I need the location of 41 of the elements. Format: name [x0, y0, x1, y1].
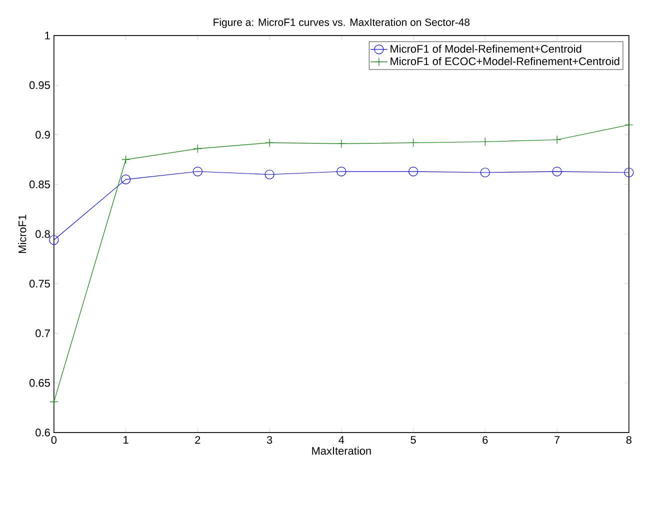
y-tick-label: 0.8 [36, 230, 50, 238]
y-axis-title: MicroF1 [18, 214, 26, 253]
x-tick-label: 4 [338, 436, 344, 444]
y-tick-label: 0.85 [29, 180, 50, 188]
x-tick-label: 0 [51, 436, 57, 444]
point [408, 138, 418, 148]
point [193, 144, 202, 153]
point [552, 166, 562, 176]
point [120, 174, 131, 184]
point [480, 137, 490, 146]
point [50, 397, 58, 406]
x-tick-label: 1 [124, 436, 128, 444]
x-tick-label: 2 [195, 436, 200, 444]
point [49, 235, 59, 245]
y-tick-label: 0.75 [29, 280, 50, 288]
point [552, 135, 562, 144]
point [624, 168, 634, 178]
legend-label: MicroF1 of Model-Refinement+Centroid [390, 44, 582, 53]
y-tick-label: 0.9 [36, 130, 50, 139]
point [624, 120, 634, 130]
point [192, 166, 202, 176]
point [336, 166, 346, 176]
y-tick-label: 0.65 [29, 379, 50, 387]
x-tick-label: 7 [554, 436, 560, 444]
point [480, 168, 490, 178]
point [121, 155, 130, 164]
y-tick-label: 0.95 [29, 81, 50, 90]
x-axis-title: MaxIteration [312, 446, 371, 455]
point [265, 138, 274, 148]
y-tick-label: 0.6 [36, 428, 50, 436]
point [408, 166, 418, 176]
legend-label: MicroF1 of ECOC+Model-Refinement+Centroid [390, 57, 620, 66]
x-tick-label: 3 [266, 436, 272, 444]
point [264, 170, 274, 180]
point [337, 139, 346, 148]
chart-title: Figure a: MicroF1 curves vs. MaxIteration on Sector-48 [214, 18, 470, 28]
x-tick-label: 6 [482, 436, 488, 444]
x-tick-label: 5 [410, 436, 416, 444]
y-tick-label: 0.7 [36, 329, 50, 338]
y-tick-label: 1 [45, 32, 50, 40]
x-tick-label: 8 [626, 436, 632, 444]
